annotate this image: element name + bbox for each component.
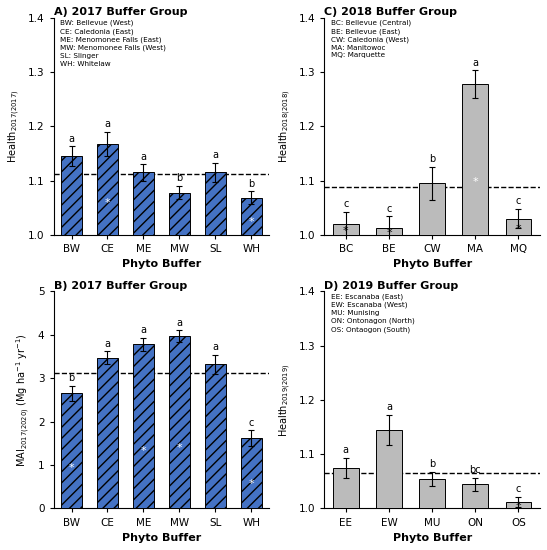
Bar bbox=[241, 198, 262, 235]
Bar bbox=[97, 358, 118, 508]
Y-axis label: Health$_{2017(2017)}$: Health$_{2017(2017)}$ bbox=[7, 90, 22, 163]
Y-axis label: Health$_{2019(2019)}$: Health$_{2019(2019)}$ bbox=[278, 363, 293, 437]
Text: BC: Bellevue (Central)
BE: Bellevue (East)
CW: Caledonia (West)
MA: Manitowoc
MQ: BC: Bellevue (Central) BE: Bellevue (Eas… bbox=[331, 20, 411, 58]
Text: *: * bbox=[69, 463, 74, 473]
Text: a: a bbox=[472, 58, 478, 68]
Bar bbox=[168, 192, 190, 235]
Text: *: * bbox=[177, 443, 182, 453]
Text: c: c bbox=[516, 484, 521, 494]
Bar bbox=[505, 502, 532, 508]
Bar bbox=[205, 364, 226, 508]
Text: *: * bbox=[248, 217, 254, 227]
Text: c: c bbox=[249, 417, 254, 428]
Text: a: a bbox=[212, 342, 218, 352]
Bar bbox=[419, 183, 445, 235]
Text: b: b bbox=[429, 459, 435, 469]
X-axis label: Phyto Buffer: Phyto Buffer bbox=[393, 533, 472, 543]
Bar bbox=[376, 430, 402, 508]
Text: c: c bbox=[386, 204, 392, 214]
Bar bbox=[333, 224, 359, 235]
Bar bbox=[133, 173, 154, 235]
X-axis label: Phyto Buffer: Phyto Buffer bbox=[122, 533, 201, 543]
Text: c: c bbox=[343, 200, 348, 210]
Bar bbox=[333, 468, 359, 508]
Text: b: b bbox=[68, 373, 74, 383]
X-axis label: Phyto Buffer: Phyto Buffer bbox=[393, 260, 472, 270]
Text: c: c bbox=[516, 196, 521, 206]
Text: b: b bbox=[429, 155, 435, 164]
Text: a: a bbox=[177, 318, 183, 328]
Bar bbox=[419, 478, 445, 508]
Bar bbox=[462, 484, 488, 508]
Text: a: a bbox=[212, 150, 218, 160]
Text: D) 2019 Buffer Group: D) 2019 Buffer Group bbox=[324, 280, 458, 290]
Text: a: a bbox=[386, 402, 392, 412]
Text: *: * bbox=[343, 226, 348, 236]
Bar bbox=[205, 173, 226, 235]
Text: C) 2018 Buffer Group: C) 2018 Buffer Group bbox=[324, 7, 457, 17]
Bar bbox=[97, 144, 118, 235]
Bar bbox=[376, 228, 402, 235]
Text: a: a bbox=[141, 325, 147, 335]
Text: EE: Escanaba (East)
EW: Escanaba (West)
MU: Munising
ON: Ontonagon (North)
OS: O: EE: Escanaba (East) EW: Escanaba (West) … bbox=[331, 294, 415, 333]
Bar bbox=[168, 336, 190, 508]
Text: B) 2017 Buffer Group: B) 2017 Buffer Group bbox=[54, 280, 187, 290]
Text: bc: bc bbox=[469, 465, 481, 475]
Text: *: * bbox=[386, 228, 392, 238]
Text: *: * bbox=[516, 224, 521, 234]
Bar bbox=[61, 393, 83, 508]
Text: *: * bbox=[473, 177, 478, 187]
Bar bbox=[505, 218, 532, 235]
Text: a: a bbox=[343, 446, 349, 455]
Text: b: b bbox=[176, 173, 183, 183]
Text: BW: Bellevue (West)
CE: Caledonia (East)
ME: Menomonee Falls (East)
MW: Menomone: BW: Bellevue (West) CE: Caledonia (East)… bbox=[60, 20, 166, 67]
Text: a: a bbox=[104, 339, 110, 349]
X-axis label: Phyto Buffer: Phyto Buffer bbox=[122, 260, 201, 270]
Bar bbox=[61, 156, 83, 235]
Text: a: a bbox=[104, 119, 110, 129]
Y-axis label: Health$_{2018(2018)}$: Health$_{2018(2018)}$ bbox=[278, 90, 293, 163]
Y-axis label: MAI$_{2017(2020)}$ (Mg ha$^{-1}$ yr$^{-1}$): MAI$_{2017(2020)}$ (Mg ha$^{-1}$ yr$^{-1… bbox=[15, 333, 32, 467]
Text: A) 2017 Buffer Group: A) 2017 Buffer Group bbox=[54, 7, 187, 17]
Text: b: b bbox=[248, 179, 254, 189]
Bar bbox=[462, 84, 488, 235]
Bar bbox=[241, 438, 262, 508]
Bar bbox=[133, 344, 154, 508]
Text: *: * bbox=[516, 501, 521, 511]
Text: *: * bbox=[248, 479, 254, 489]
Text: a: a bbox=[141, 152, 147, 162]
Text: a: a bbox=[68, 134, 74, 144]
Text: *: * bbox=[141, 446, 146, 456]
Text: *: * bbox=[104, 198, 110, 208]
